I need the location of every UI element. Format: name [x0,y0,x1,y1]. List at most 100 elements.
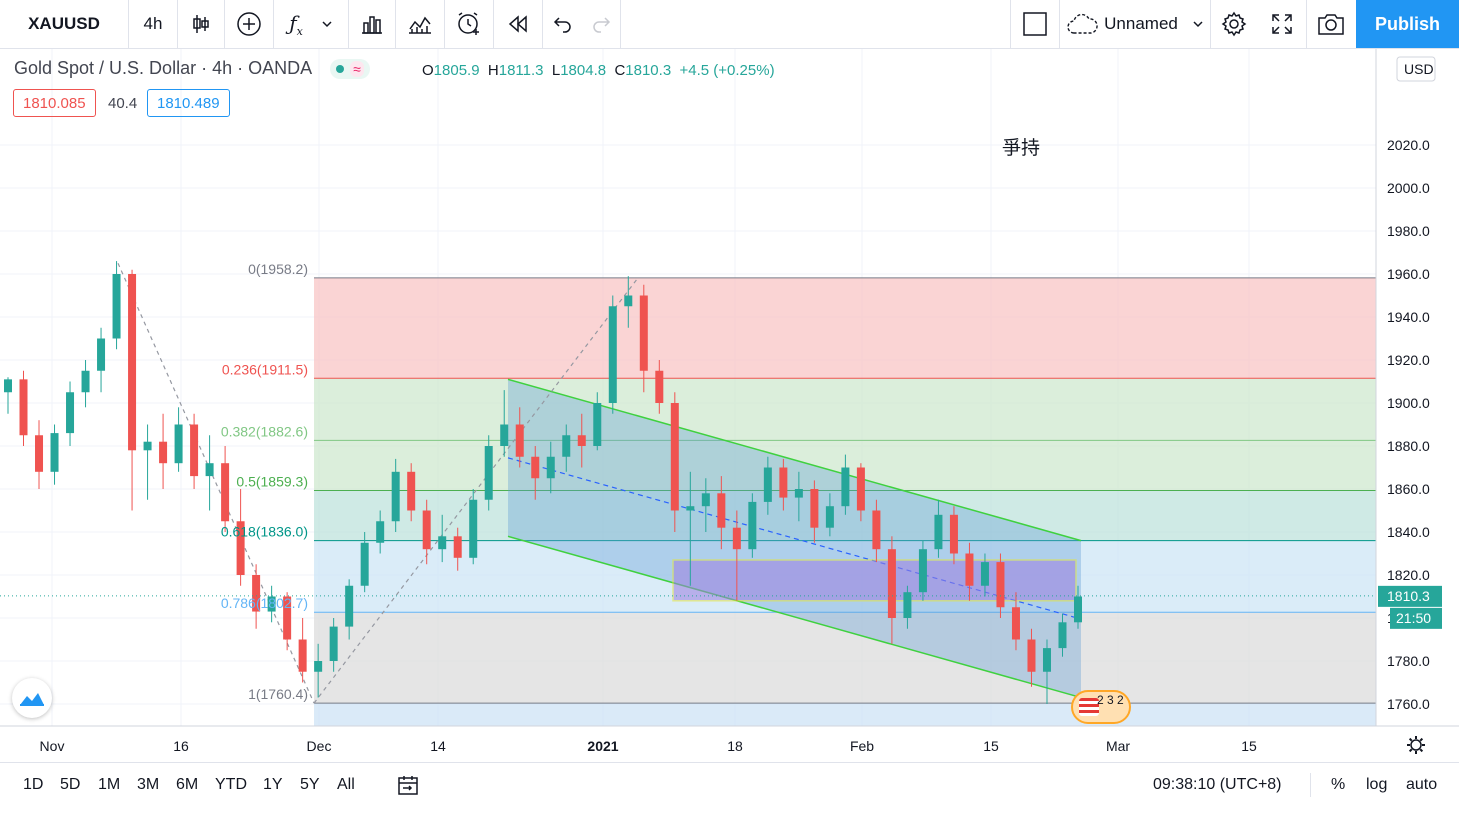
countdown-label: 21:50 [1396,610,1431,626]
undo-button[interactable] [543,0,583,48]
candle-body [1027,639,1036,672]
divider [620,0,621,48]
financials-button[interactable] [349,0,395,48]
time-axis[interactable]: Nov 16 Dec 14 2021 18 Feb 15 Mar 15 [0,725,1459,760]
settings-button[interactable] [1211,0,1257,48]
range-button-3m[interactable]: 3M [137,763,159,807]
candle-body [205,463,214,477]
gear-tooth [1408,737,1413,742]
clock-timezone-button[interactable]: 09:38:10 (UTC+8) [1153,763,1282,807]
candle [174,407,183,472]
price-tick-label: 1760.0 [1387,696,1430,712]
range-button-1y[interactable]: 1Y [263,763,283,807]
candle-body [1042,648,1051,672]
range-button-5y[interactable]: 5Y [300,763,320,807]
fib-zone [314,277,1376,379]
price-chart[interactable]: 0(1958.2) 0.236(1911.5) 0.382(1882.6) 0.5(1… [0,49,1459,760]
candle-body [407,471,416,511]
candle-body [996,562,1005,608]
auto-toggle[interactable]: auto [1406,763,1437,807]
candle-body [1011,607,1020,640]
range-button-1d[interactable]: 1D [23,763,43,807]
currency-label: USD [1404,61,1434,77]
candle [639,284,648,393]
price-tick-label: 1940.0 [1387,309,1430,325]
candle-body [81,370,90,393]
range-button-1m[interactable]: 1M [98,763,120,807]
currency-badge[interactable] [1396,56,1436,82]
price-tick-label: 1920.0 [1387,352,1430,368]
gear-tooth [1408,748,1413,753]
candle-body [484,446,493,500]
ask-price: 1810.489 [157,94,220,112]
buy-price-button[interactable]: 1810.489 [147,89,230,117]
snapshot-button[interactable] [1307,0,1355,48]
candle [655,360,664,414]
bar-style-button[interactable] [178,0,224,48]
annotation-text[interactable]: 爭持 [1002,137,1040,159]
legend-title[interactable]: Gold Spot / U.S. Dollar · 4h · OANDA [14,58,313,78]
candle-body [376,521,385,543]
events-badge[interactable]: 2 3 2 [1071,690,1131,724]
time-tick-label: Nov [40,738,65,754]
percent-label: % [1331,776,1346,793]
publish-button[interactable]: Publish [1356,0,1459,48]
templates-button[interactable] [396,0,444,48]
candle [205,435,214,511]
price-axis[interactable]: 1740.01760.01780.01800.01820.01840.01860… [1375,49,1459,760]
bar-style-icon [193,15,209,33]
divider [1306,0,1307,48]
redo-button[interactable] [583,0,619,48]
candle [1074,585,1082,629]
candle-body [779,467,788,498]
alert-button[interactable] [445,0,493,48]
range-button-5d[interactable]: 5D [60,763,80,807]
candle-body [686,506,695,511]
candle-body [670,403,679,511]
candle-body [50,433,59,472]
layout-name-button[interactable]: Unnamed [1060,0,1210,48]
range-label: 5Y [300,776,320,793]
logo-button[interactable] [12,678,52,718]
replay-button[interactable] [494,0,542,48]
candle-body [267,596,276,612]
candle-body [221,463,230,522]
range-label: 1D [23,776,44,793]
market-status-badge[interactable]: ≈ [330,58,370,79]
percent-toggle[interactable]: % [1331,763,1345,807]
symbol-search-button[interactable]: XAUUSD [0,0,128,48]
consolidation-rectangle[interactable] [672,559,1077,602]
sell-price-button[interactable]: 1810.085 [13,89,96,117]
candle-body [980,562,989,586]
layout-square-icon [1023,12,1047,36]
channel-lower-line[interactable] [507,535,1082,699]
replay-icon [508,15,527,33]
candle-body [639,295,648,371]
compare-button[interactable] [225,0,273,48]
axis-settings-icon[interactable] [1407,736,1425,754]
range-button-6m[interactable]: 6M [176,763,198,807]
goto-date-button[interactable] [396,763,420,807]
divider [1059,0,1060,48]
channel-upper-line[interactable] [507,378,1082,542]
fib-trend-up-line[interactable] [313,277,639,704]
range-button-ytd[interactable]: YTD [215,763,247,807]
candle [1058,613,1067,657]
fib-trend-down-line[interactable] [117,263,315,704]
candle [531,446,540,500]
candle [996,553,1005,618]
candle [748,493,757,558]
fullscreen-button[interactable] [1259,0,1305,48]
candle [562,424,571,472]
log-toggle[interactable]: log [1366,763,1387,807]
cloud-icon [1067,13,1098,34]
range-button-all[interactable]: All [337,763,355,807]
layout-button[interactable] [1011,0,1059,48]
close-label: C [614,62,626,79]
low-value: 1804.8 [560,62,607,79]
price-tick-label: 1900.0 [1387,395,1430,411]
divider [1310,773,1311,797]
candle-body [143,441,152,451]
interval-button[interactable]: 4h [129,0,177,48]
indicators-button[interactable]: ƒx [274,0,348,48]
